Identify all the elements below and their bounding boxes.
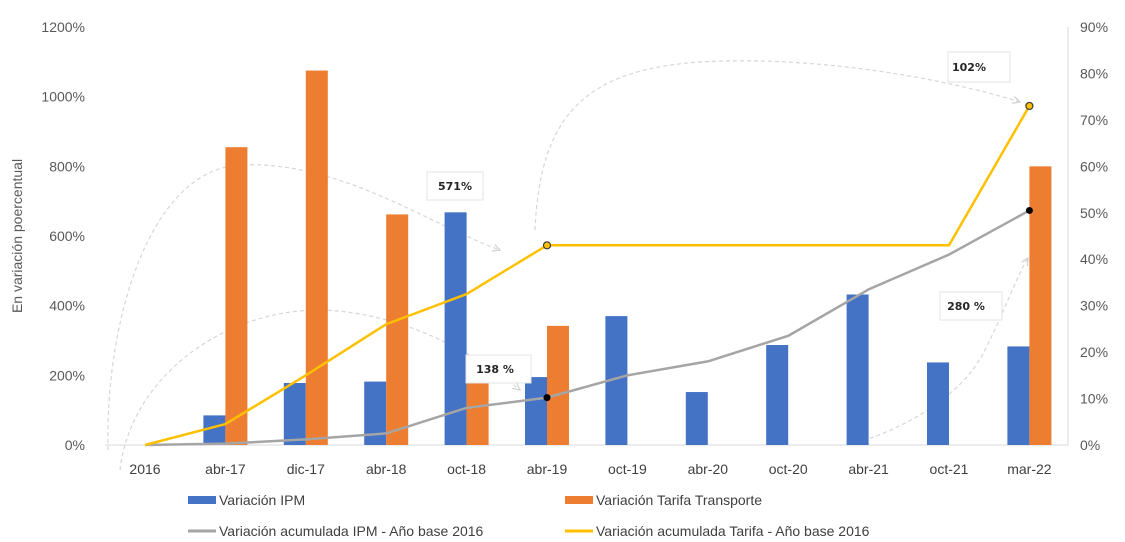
left-tick-label: 200% [49,367,85,383]
marker-acum-ipm [543,394,551,402]
bar-ipm [364,381,387,445]
x-tick-label: oct-21 [930,461,969,477]
bar-tarifa [305,70,328,446]
left-y-axis: 0% 200% 400% 600% 800% 1000% 1200% [41,19,85,453]
x-tick-label: abr-17 [205,461,246,477]
bar-tarifa [1029,166,1052,446]
annotation-102: 102% [947,51,1011,83]
right-tick-label: 60% [1080,158,1108,174]
right-tick-label: 90% [1080,19,1108,35]
x-tick-label: oct-18 [447,461,486,477]
right-tick-label: 70% [1080,112,1108,128]
bar-tarifa [547,325,569,445]
marker-acum-tarifa [1025,101,1034,111]
line-acum-tarifa [144,105,1031,447]
right-tick-label: 10% [1080,391,1108,407]
left-tick-label: 1200% [41,19,85,35]
bar-ipm [283,382,306,445]
bar-ipm [444,212,467,445]
legend-swatch-ipm [188,496,216,504]
right-tick-label: 80% [1080,65,1108,81]
x-tick-label: abr-21 [848,461,889,477]
x-tick-label: abr-18 [366,461,407,477]
right-tick-label: 50% [1080,205,1108,221]
right-tick-label: 40% [1080,251,1108,267]
annotation-138-text: 138 % [476,363,514,376]
bar-ipm [846,294,869,445]
x-axis-ticks: 2016 abr-17 dic-17 abr-18 oct-18 abr-19 oct-19… [129,461,1051,477]
annotation-280-text: 280 % [947,300,985,313]
legend-item-tarifa: Variación Tarifa Transporte [565,492,762,508]
annotation-571: 571% [426,171,484,201]
x-tick-label: abr-19 [527,461,568,477]
x-tick-label: abr-20 [688,461,729,477]
right-tick-label: 0% [1080,437,1100,453]
bar-ipm [766,345,789,445]
left-tick-label: 400% [49,298,85,314]
line-acum-ipm [144,209,1031,447]
x-tick-label: oct-19 [608,461,647,477]
curve-arrow-280 [849,258,1028,446]
x-tick-label: mar-22 [1007,461,1052,477]
bar-tarifa [386,214,409,445]
legend-item-ipm: Variación IPM [188,492,305,508]
x-tick-label: oct-20 [769,461,808,477]
bar-ipm [525,377,547,445]
bar-ipm [927,362,949,445]
left-tick-label: 800% [49,158,85,174]
legend-item-acum-tarifa: Variación acumulada Tarifa - Año base 20… [565,523,870,539]
bar-ipm [1007,346,1030,445]
annotation-280: 280 % [939,291,1003,321]
bar-ipm [203,415,226,445]
bar-ipm [605,316,628,445]
legend-label-acum-tarifa: Variación acumulada Tarifa - Año base 20… [596,523,870,539]
legend-label-tarifa: Variación Tarifa Transporte [596,492,762,508]
marker-acum-ipm [1025,206,1033,214]
left-tick-label: 1000% [41,89,85,105]
x-tick-label: dic-17 [287,461,325,477]
x-tick-label: 2016 [129,461,160,477]
bar-tarifa [225,147,248,446]
y-axis-label: En variación poercentual [9,159,25,313]
annotation-138: 138 % [465,354,532,384]
left-tick-label: 0% [65,437,85,453]
left-tick-label: 600% [49,228,85,244]
right-y-axis: 0% 10% 20% 30% 40% 50% 60% 70% 80% 90% [1080,19,1108,453]
marker-acum-tarifa [542,241,552,250]
right-tick-label: 30% [1080,298,1108,314]
annotation-102-text: 102% [952,61,986,74]
legend-label-ipm: Variación IPM [219,492,305,508]
curve-arrow-571 [107,164,500,451]
right-tick-label: 20% [1080,344,1108,360]
curve-arrow-102 [534,60,1020,231]
bar-tarifa [466,380,489,445]
annotation-571-text: 571% [438,180,472,193]
legend-item-acum-ipm: Variación acumulada IPM - Año base 2016 [188,523,484,539]
legend-swatch-tarifa [565,496,593,504]
bar-ipm [685,392,708,445]
legend: Variación IPM Variación Tarifa Transport… [188,492,870,539]
lines-group [144,101,1034,447]
bars-group [203,70,1052,446]
legend-label-acum-ipm: Variación acumulada IPM - Año base 2016 [219,523,484,539]
